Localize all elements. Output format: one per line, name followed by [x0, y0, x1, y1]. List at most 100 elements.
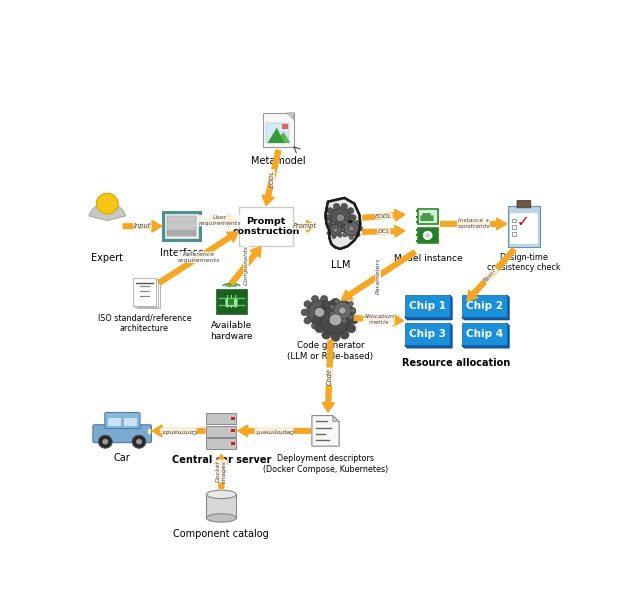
Bar [512, 225, 516, 229]
Bar [167, 230, 196, 236]
Text: Prompt: Prompt [293, 223, 317, 229]
Circle shape [132, 435, 146, 448]
Circle shape [322, 301, 331, 309]
Circle shape [355, 232, 360, 237]
Ellipse shape [207, 490, 236, 499]
Text: Code: Code [326, 368, 332, 385]
Polygon shape [326, 198, 360, 249]
FancyBboxPatch shape [123, 417, 136, 426]
Ellipse shape [207, 514, 236, 522]
Circle shape [327, 222, 333, 228]
Circle shape [307, 300, 332, 324]
Circle shape [341, 226, 348, 232]
Circle shape [322, 331, 331, 339]
Text: Input: Input [134, 223, 151, 229]
Text: Available
hardware: Available hardware [210, 321, 253, 341]
Bar [416, 229, 418, 231]
FancyBboxPatch shape [105, 412, 140, 428]
Circle shape [331, 298, 340, 307]
Text: Central car server: Central car server [172, 455, 271, 466]
FancyBboxPatch shape [420, 216, 434, 221]
FancyBboxPatch shape [163, 212, 200, 240]
Text: Chip 2: Chip 2 [466, 301, 503, 311]
Bar [227, 295, 228, 298]
Polygon shape [268, 128, 285, 143]
Circle shape [330, 312, 335, 316]
Text: EODL: EODL [375, 214, 392, 219]
Bar [416, 235, 418, 236]
Circle shape [348, 208, 354, 214]
Text: Reference
requirements: Reference requirements [177, 252, 220, 263]
Circle shape [321, 323, 328, 329]
Circle shape [314, 307, 324, 317]
Text: Component catalog: Component catalog [173, 529, 269, 539]
Circle shape [349, 316, 358, 324]
Text: Chip 4: Chip 4 [466, 329, 503, 340]
Bar [416, 240, 418, 242]
Circle shape [342, 318, 347, 323]
Bar [207, 494, 236, 518]
Text: Metamodel: Metamodel [251, 156, 306, 166]
Circle shape [331, 333, 340, 342]
FancyArrow shape [158, 232, 238, 285]
Polygon shape [333, 415, 339, 422]
FancyArrow shape [362, 210, 405, 221]
Bar [227, 306, 228, 307]
Polygon shape [405, 317, 452, 320]
Text: Commands: Commands [161, 428, 196, 433]
Wedge shape [89, 203, 125, 221]
Bar [231, 442, 235, 445]
Text: Allocation
matrix: Allocation matrix [364, 314, 394, 325]
Text: Chip 1: Chip 1 [409, 301, 445, 311]
Circle shape [342, 298, 347, 303]
Polygon shape [326, 198, 360, 249]
Circle shape [336, 214, 344, 222]
FancyArrow shape [354, 314, 403, 326]
Text: Pass?: Pass? [483, 267, 498, 284]
Bar [438, 235, 439, 236]
Circle shape [304, 317, 311, 324]
Text: DCL: DCL [378, 229, 390, 234]
Text: LLM: LLM [331, 260, 350, 270]
Circle shape [349, 218, 354, 222]
Circle shape [342, 220, 348, 225]
FancyArrow shape [152, 425, 205, 437]
Text: Prompt
construction: Prompt construction [232, 216, 300, 236]
FancyBboxPatch shape [108, 417, 121, 426]
Circle shape [355, 220, 360, 225]
Text: Design-time
consistency check: Design-time consistency check [487, 252, 561, 272]
Bar [228, 299, 234, 305]
FancyBboxPatch shape [239, 207, 292, 246]
Bar [438, 216, 439, 218]
Text: Code generator
(LLM or Rule-based): Code generator (LLM or Rule-based) [287, 342, 374, 361]
Circle shape [348, 225, 355, 232]
Bar [512, 219, 516, 222]
Circle shape [328, 301, 335, 307]
Text: ✓: ✓ [516, 214, 529, 229]
Circle shape [324, 214, 331, 221]
Bar [167, 224, 196, 229]
Circle shape [340, 301, 349, 309]
Text: Parameters: Parameters [376, 258, 381, 295]
FancyBboxPatch shape [462, 295, 507, 317]
Circle shape [334, 317, 340, 322]
Circle shape [348, 222, 354, 228]
Bar [438, 221, 439, 223]
Circle shape [321, 296, 328, 302]
Circle shape [329, 314, 342, 326]
Circle shape [315, 307, 324, 315]
FancyBboxPatch shape [422, 213, 431, 218]
Circle shape [97, 193, 118, 214]
Text: Model instance: Model instance [394, 254, 463, 263]
Circle shape [102, 439, 108, 445]
Text: User
requirements: User requirements [198, 215, 241, 226]
FancyArrow shape [202, 214, 238, 227]
Polygon shape [462, 345, 509, 348]
Text: Components: Components [244, 245, 249, 285]
Bar [231, 417, 235, 420]
Bar [148, 429, 152, 434]
Text: Interface: Interface [160, 248, 204, 258]
Polygon shape [287, 113, 294, 119]
FancyArrow shape [262, 150, 281, 205]
Bar [225, 298, 237, 306]
